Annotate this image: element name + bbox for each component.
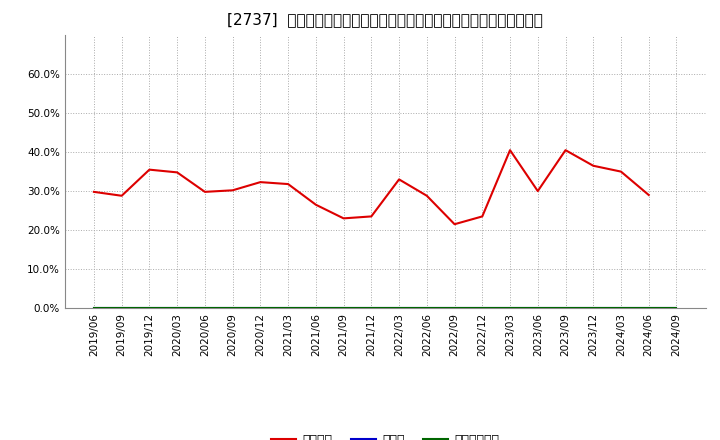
のれん	[395, 305, 403, 311]
のれん	[339, 305, 348, 311]
のれん	[561, 305, 570, 311]
自己資本	[339, 216, 348, 221]
自己資本	[367, 214, 376, 219]
自己資本	[173, 170, 181, 175]
のれん	[367, 305, 376, 311]
繰延税金資産	[505, 305, 514, 311]
繰延税金資産	[284, 305, 292, 311]
繰延税金資産	[89, 305, 98, 311]
自己資本	[89, 189, 98, 194]
繰延税金資産	[201, 305, 210, 311]
自己資本	[534, 188, 542, 194]
のれん	[644, 305, 653, 311]
自己資本	[117, 193, 126, 198]
自己資本	[616, 169, 625, 174]
繰延税金資産	[450, 305, 459, 311]
繰延税金資産	[395, 305, 403, 311]
自己資本	[423, 193, 431, 198]
繰延税金資産	[228, 305, 237, 311]
繰延税金資産	[145, 305, 154, 311]
自己資本	[201, 189, 210, 194]
繰延税金資産	[367, 305, 376, 311]
繰延税金資産	[644, 305, 653, 311]
自己資本	[145, 167, 154, 172]
自己資本	[312, 202, 320, 207]
Title: [2737]  自己資本、のれん、繰延税金資産の総資産に対する比率の推移: [2737] 自己資本、のれん、繰延税金資産の総資産に対する比率の推移	[228, 12, 543, 27]
自己資本	[561, 147, 570, 153]
Line: 自己資本: 自己資本	[94, 150, 649, 224]
繰延税金資産	[423, 305, 431, 311]
繰延税金資産	[117, 305, 126, 311]
Legend: 自己資本, のれん, 繰延税金資産: 自己資本, のれん, 繰延税金資産	[266, 429, 505, 440]
のれん	[423, 305, 431, 311]
のれん	[450, 305, 459, 311]
繰延税金資産	[173, 305, 181, 311]
のれん	[145, 305, 154, 311]
のれん	[505, 305, 514, 311]
繰延税金資産	[616, 305, 625, 311]
自己資本	[450, 222, 459, 227]
繰延税金資産	[339, 305, 348, 311]
繰延税金資産	[672, 305, 681, 311]
のれん	[589, 305, 598, 311]
繰延税金資産	[478, 305, 487, 311]
のれん	[256, 305, 265, 311]
自己資本	[478, 214, 487, 219]
自己資本	[256, 180, 265, 185]
繰延税金資産	[256, 305, 265, 311]
繰延税金資産	[561, 305, 570, 311]
のれん	[228, 305, 237, 311]
自己資本	[228, 188, 237, 193]
繰延税金資産	[312, 305, 320, 311]
自己資本	[284, 181, 292, 187]
のれん	[117, 305, 126, 311]
のれん	[534, 305, 542, 311]
自己資本	[505, 147, 514, 153]
のれん	[284, 305, 292, 311]
のれん	[672, 305, 681, 311]
繰延税金資産	[589, 305, 598, 311]
自己資本	[589, 163, 598, 169]
繰延税金資産	[534, 305, 542, 311]
のれん	[201, 305, 210, 311]
自己資本	[395, 177, 403, 182]
のれん	[312, 305, 320, 311]
自己資本	[644, 192, 653, 198]
のれん	[173, 305, 181, 311]
のれん	[616, 305, 625, 311]
のれん	[89, 305, 98, 311]
のれん	[478, 305, 487, 311]
